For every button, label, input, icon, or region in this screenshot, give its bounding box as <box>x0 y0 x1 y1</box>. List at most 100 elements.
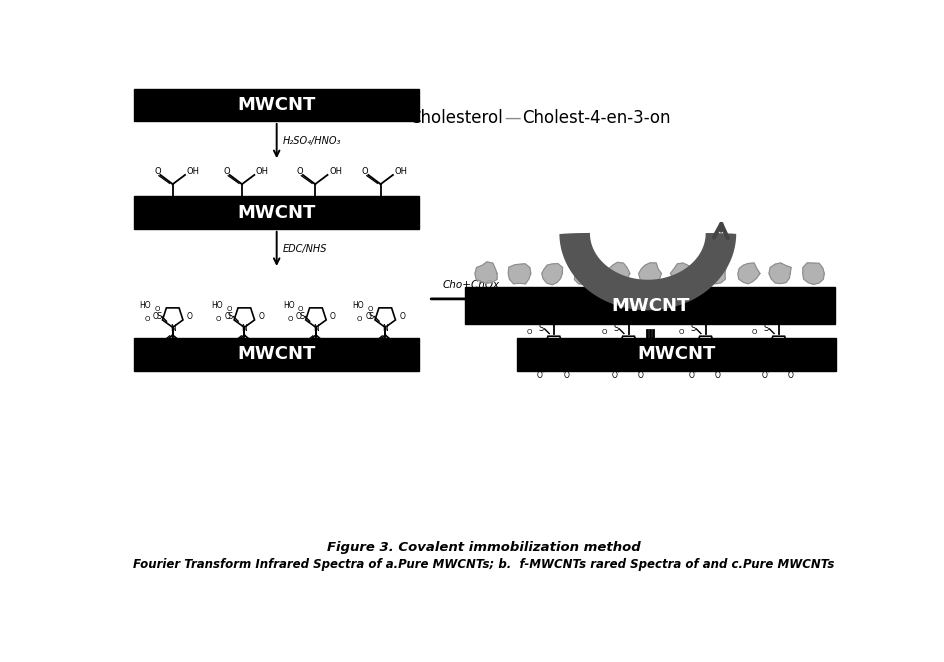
Text: O: O <box>642 340 648 350</box>
Text: O: O <box>228 344 233 353</box>
Text: Cholesterol: Cholesterol <box>410 109 503 127</box>
Text: O: O <box>254 344 260 353</box>
Text: H₂SO₄/HNO₃: H₂SO₄/HNO₃ <box>283 136 341 146</box>
Text: O: O <box>326 344 331 353</box>
Text: O: O <box>187 312 193 321</box>
Text: S: S <box>228 312 233 321</box>
Text: O: O <box>224 167 230 176</box>
Text: O: O <box>216 316 221 322</box>
Text: O: O <box>715 371 721 379</box>
Text: OH: OH <box>395 167 408 176</box>
Text: O: O <box>788 371 794 379</box>
Text: O: O <box>330 312 336 321</box>
Text: O: O <box>395 344 400 353</box>
Text: N: N <box>702 351 708 359</box>
Text: O: O <box>225 312 230 321</box>
Text: O: O <box>638 371 644 379</box>
Text: OH: OH <box>329 167 342 176</box>
Text: ChOx: ChOx <box>696 290 715 296</box>
Text: O: O <box>296 312 302 321</box>
Text: O: O <box>762 320 767 326</box>
Polygon shape <box>802 263 824 285</box>
Text: O: O <box>227 306 231 312</box>
Bar <box>134 197 419 229</box>
Bar <box>134 338 419 371</box>
Text: MWCNT: MWCNT <box>238 96 316 114</box>
Text: O: O <box>601 329 607 335</box>
Text: S: S <box>691 324 696 334</box>
Polygon shape <box>738 263 760 284</box>
Text: HO: HO <box>746 314 757 324</box>
Polygon shape <box>542 263 563 285</box>
Bar <box>465 287 834 324</box>
Text: O: O <box>299 344 305 353</box>
Text: O: O <box>368 344 375 353</box>
Text: HO: HO <box>672 314 684 324</box>
Text: O: O <box>357 316 362 322</box>
Text: S: S <box>299 312 305 321</box>
Text: ChOx: ChOx <box>545 290 564 296</box>
Text: —: — <box>505 109 521 127</box>
Text: O: O <box>365 312 371 321</box>
Bar <box>517 338 836 371</box>
Text: OH: OH <box>256 167 269 176</box>
Text: HO: HO <box>211 301 223 310</box>
Text: Figure 3. Covalent immobilization method: Figure 3. Covalent immobilization method <box>327 541 641 554</box>
Polygon shape <box>704 263 726 284</box>
Text: O: O <box>612 320 617 326</box>
Text: HO: HO <box>596 314 607 324</box>
Text: O: O <box>288 316 293 322</box>
Polygon shape <box>508 263 531 284</box>
Text: O: O <box>679 329 684 335</box>
Text: O: O <box>567 340 573 350</box>
Text: N: N <box>382 324 388 332</box>
Text: EDC/NHS: EDC/NHS <box>283 244 328 254</box>
Text: HO: HO <box>521 314 532 324</box>
Text: N: N <box>313 324 319 332</box>
Text: S: S <box>157 312 161 321</box>
Text: O: O <box>296 167 303 176</box>
Text: HO: HO <box>352 301 363 310</box>
Text: O: O <box>686 340 692 350</box>
Text: MWCNT: MWCNT <box>238 204 316 222</box>
Text: O: O <box>155 306 160 312</box>
Text: O: O <box>751 329 757 335</box>
Text: Cho+ChOx: Cho+ChOx <box>442 279 499 290</box>
Text: O: O <box>537 371 543 379</box>
Polygon shape <box>639 263 662 285</box>
Text: S: S <box>764 324 769 334</box>
Bar <box>134 89 419 121</box>
Text: O: O <box>689 371 695 379</box>
Text: O: O <box>610 340 615 350</box>
Text: O: O <box>144 316 149 322</box>
Text: O: O <box>527 329 532 335</box>
Text: MWCNT: MWCNT <box>637 346 716 363</box>
Polygon shape <box>769 263 791 283</box>
Text: O: O <box>367 306 373 312</box>
Text: O: O <box>792 340 798 350</box>
Text: N: N <box>170 324 176 332</box>
Polygon shape <box>475 262 497 283</box>
Text: S: S <box>369 312 374 321</box>
Text: O: O <box>156 344 161 353</box>
Text: S: S <box>539 324 544 334</box>
Text: O: O <box>718 340 725 350</box>
Text: O: O <box>537 320 543 326</box>
Text: O: O <box>362 167 368 176</box>
Text: MWCNT: MWCNT <box>238 346 316 363</box>
Text: Fourier Transform Infrared Spectra of a.Pure MWCNTs; b.  f-MWCNTs rared Spectra : Fourier Transform Infrared Spectra of a.… <box>133 558 834 571</box>
Text: O: O <box>762 371 767 379</box>
Text: O: O <box>564 371 569 379</box>
Text: O: O <box>298 306 303 312</box>
Text: HO: HO <box>283 301 295 310</box>
Text: ChOx: ChOx <box>619 290 638 296</box>
Polygon shape <box>670 263 694 284</box>
Text: O: O <box>399 312 405 321</box>
Text: OH: OH <box>187 167 199 176</box>
Text: O: O <box>760 340 766 350</box>
Text: ChOx: ChOx <box>769 290 788 296</box>
Text: Cholest-4-en-3-on: Cholest-4-en-3-on <box>522 109 671 127</box>
Text: N: N <box>626 351 632 359</box>
Text: MWCNT: MWCNT <box>611 297 689 315</box>
Text: O: O <box>259 312 264 321</box>
